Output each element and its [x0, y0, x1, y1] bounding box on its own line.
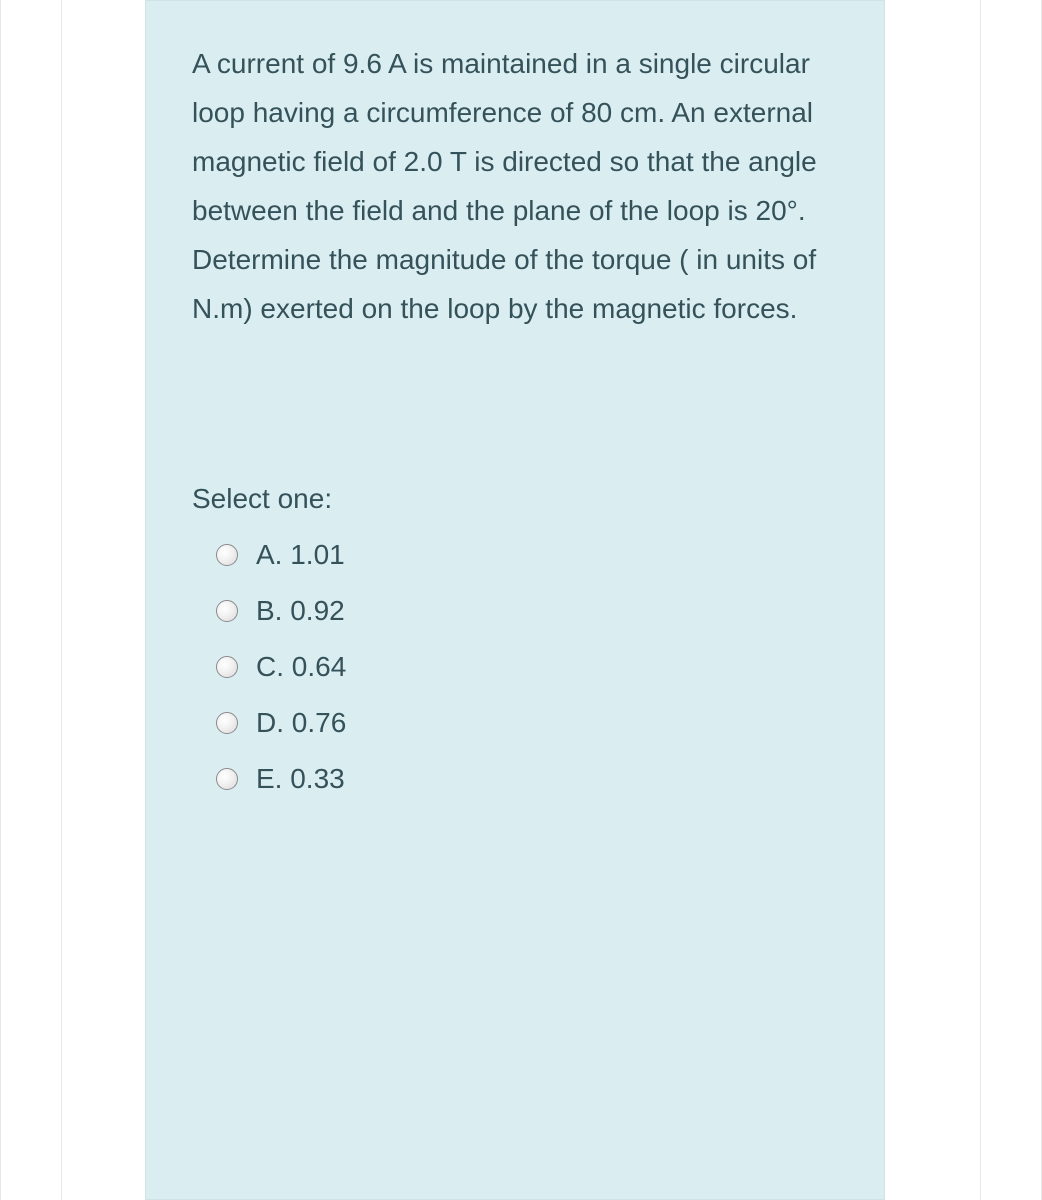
- option-b[interactable]: B. 0.92: [216, 595, 838, 627]
- option-label: B. 0.92: [256, 595, 345, 627]
- options-group: A. 1.01 B. 0.92 C. 0.64 D. 0.76 E. 0.33: [192, 539, 838, 795]
- option-label: A. 1.01: [256, 539, 345, 571]
- option-label: D. 0.76: [256, 707, 346, 739]
- radio-icon[interactable]: [216, 768, 238, 790]
- option-c[interactable]: C. 0.64: [216, 651, 838, 683]
- option-label: C. 0.64: [256, 651, 346, 683]
- option-d[interactable]: D. 0.76: [216, 707, 838, 739]
- column-border-right: [980, 0, 981, 1200]
- radio-icon[interactable]: [216, 656, 238, 678]
- radio-icon[interactable]: [216, 600, 238, 622]
- option-a[interactable]: A. 1.01: [216, 539, 838, 571]
- radio-icon[interactable]: [216, 712, 238, 734]
- question-card: A current of 9.6 A is maintained in a si…: [145, 0, 885, 1200]
- column-border-left: [61, 0, 62, 1200]
- option-label: E. 0.33: [256, 763, 345, 795]
- option-e[interactable]: E. 0.33: [216, 763, 838, 795]
- select-one-label: Select one:: [192, 483, 838, 515]
- page-frame: A current of 9.6 A is maintained in a si…: [0, 0, 1042, 1200]
- radio-icon[interactable]: [216, 544, 238, 566]
- question-text: A current of 9.6 A is maintained in a si…: [192, 39, 838, 333]
